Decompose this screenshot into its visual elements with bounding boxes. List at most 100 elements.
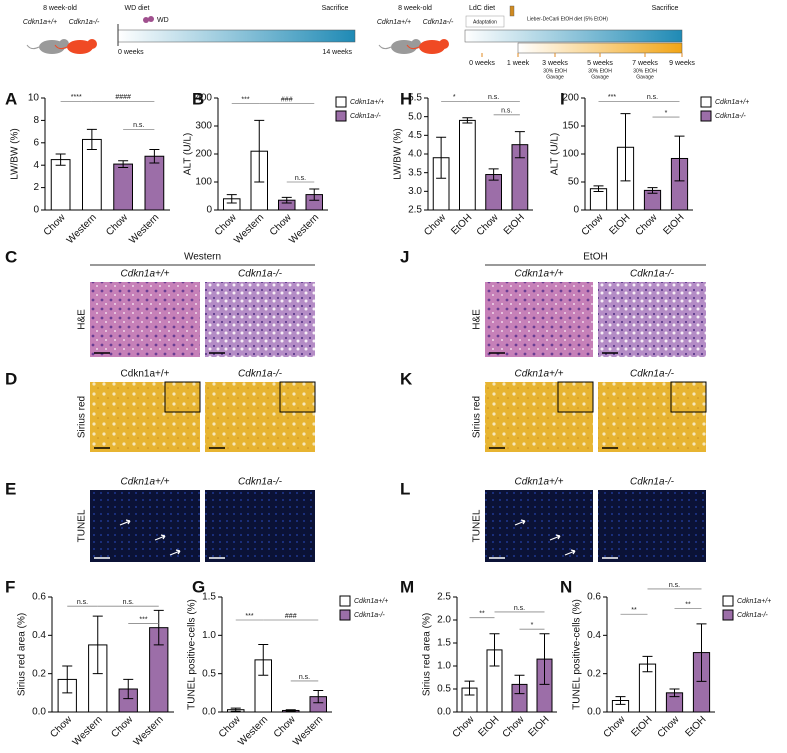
significance-label: ** — [631, 607, 637, 614]
mouse-icon — [419, 40, 445, 54]
error-bar — [92, 615, 103, 675]
y-tick-label: 4.5 — [408, 130, 422, 141]
label: 7 weeks — [632, 60, 658, 67]
label: Gavage — [636, 74, 654, 80]
mouse-icon — [411, 39, 421, 49]
error-bar — [86, 128, 97, 151]
stain-label: H&E — [77, 309, 88, 330]
mouse-icon — [391, 40, 417, 54]
x-tick-label: Chow — [602, 714, 628, 740]
column-label: Cdkn1a-/- — [238, 369, 283, 380]
significance-label: n.s. — [77, 599, 88, 606]
phase-box — [465, 15, 505, 28]
legend-swatch — [335, 96, 347, 108]
stain-label: Sirius red — [77, 396, 88, 438]
y-tick-label: 0.6 — [587, 592, 601, 603]
panel-letter: I — [560, 89, 565, 108]
label: Sacrifice — [652, 5, 679, 12]
label: 8 week-old — [43, 5, 77, 12]
error-bar — [62, 665, 73, 694]
significance-label: **** — [71, 94, 82, 101]
significance-label: n.s. — [669, 582, 680, 589]
arrow — [514, 519, 526, 526]
label: Gavage — [591, 74, 609, 80]
error-bar — [514, 674, 525, 695]
significance-label: n.s. — [514, 605, 525, 612]
arrow — [119, 519, 131, 526]
column-label: Cdkn1a+/+ — [515, 269, 564, 280]
y-tick-label: 150 — [562, 121, 579, 132]
y-tick-label: 5.0 — [408, 111, 422, 122]
legend-label: Cdkn1a+/+ — [715, 99, 749, 106]
mouse-icon — [378, 44, 392, 50]
label: Cdkn1a-/- — [423, 19, 454, 26]
y-axis-label: TUNEL positive-cells (%) — [187, 599, 198, 710]
x-tick-label: Chow — [656, 714, 682, 740]
bar — [50, 159, 71, 211]
y-axis-label: ALT (U/L) — [183, 133, 194, 175]
y-axis-label: TUNEL positive-cells (%) — [572, 599, 583, 710]
panel-letter: H — [400, 89, 412, 108]
column-label: Cdkn1a-/- — [630, 369, 675, 380]
y-tick-label: 0.6 — [32, 592, 46, 603]
label: LdC diet — [469, 5, 495, 12]
arrow — [169, 549, 181, 556]
stain-label: TUNEL — [472, 509, 483, 542]
error-bar — [436, 136, 447, 179]
label: 5 weeks — [587, 60, 613, 67]
y-tick-label: 0.4 — [587, 630, 601, 641]
column-label: Cdkn1a-/- — [630, 477, 675, 488]
y-axis-label: ALT (U/L) — [550, 133, 561, 175]
significance-label: n.s. — [123, 599, 134, 606]
label: Cdkn1a-/- — [69, 19, 100, 26]
x-tick-label: Chow — [104, 212, 130, 238]
panel-letter: B — [192, 89, 204, 108]
x-tick-label: Western — [287, 212, 321, 246]
y-tick-label: 200 — [562, 93, 579, 104]
significance-label: ** — [479, 611, 485, 618]
legend-swatch — [722, 609, 734, 621]
column-label: Cdkn1a+/+ — [515, 477, 564, 488]
x-tick-label: Chow — [475, 212, 501, 238]
y-tick-label: 200 — [195, 149, 212, 160]
y-tick-label: 0.0 — [437, 707, 451, 718]
x-tick-label: EtOH — [476, 714, 501, 739]
section-title: EtOH — [583, 252, 607, 263]
label: 1 week — [507, 60, 530, 67]
legend-swatch — [700, 96, 712, 108]
y-tick-label: 1.5 — [202, 592, 216, 603]
stain-label: TUNEL — [77, 509, 88, 542]
error-bar — [281, 196, 292, 204]
y-tick-label: 300 — [195, 121, 212, 132]
stain-label: Sirius red — [472, 396, 483, 438]
label: WD diet — [125, 5, 150, 12]
x-tick-label: EtOH — [449, 212, 474, 237]
mouse-icon — [59, 39, 69, 49]
error-bar — [153, 609, 164, 646]
column-label: Cdkn1a+/+ — [515, 369, 564, 380]
panel-letter: F — [5, 577, 15, 596]
mouse-icon — [26, 44, 40, 50]
legend-swatch — [700, 110, 712, 122]
food-icon — [148, 16, 154, 22]
y-tick-label: 0.5 — [437, 684, 451, 695]
y-tick-label: 5.5 — [408, 93, 422, 104]
error-bar — [647, 187, 658, 194]
label: Gavage — [546, 74, 564, 80]
label: Cdkn1a+/+ — [23, 19, 57, 26]
legend-label: Cdkn1a-/- — [715, 113, 746, 120]
mouse-icon — [67, 40, 93, 54]
error-bar — [254, 119, 265, 183]
significance-label: n.s. — [299, 674, 310, 681]
x-tick-label: Chow — [109, 714, 135, 740]
mouse-icon — [54, 44, 68, 50]
column-label: Cdkn1a-/- — [630, 269, 675, 280]
y-tick-label: 0 — [206, 205, 212, 216]
y-tick-label: 0.2 — [32, 668, 46, 679]
inset — [557, 381, 594, 413]
error-bar — [669, 688, 680, 698]
section-title: Western — [184, 252, 221, 263]
column-label: Cdkn1a+/+ — [121, 369, 170, 380]
x-tick-label: EtOH — [526, 714, 551, 739]
